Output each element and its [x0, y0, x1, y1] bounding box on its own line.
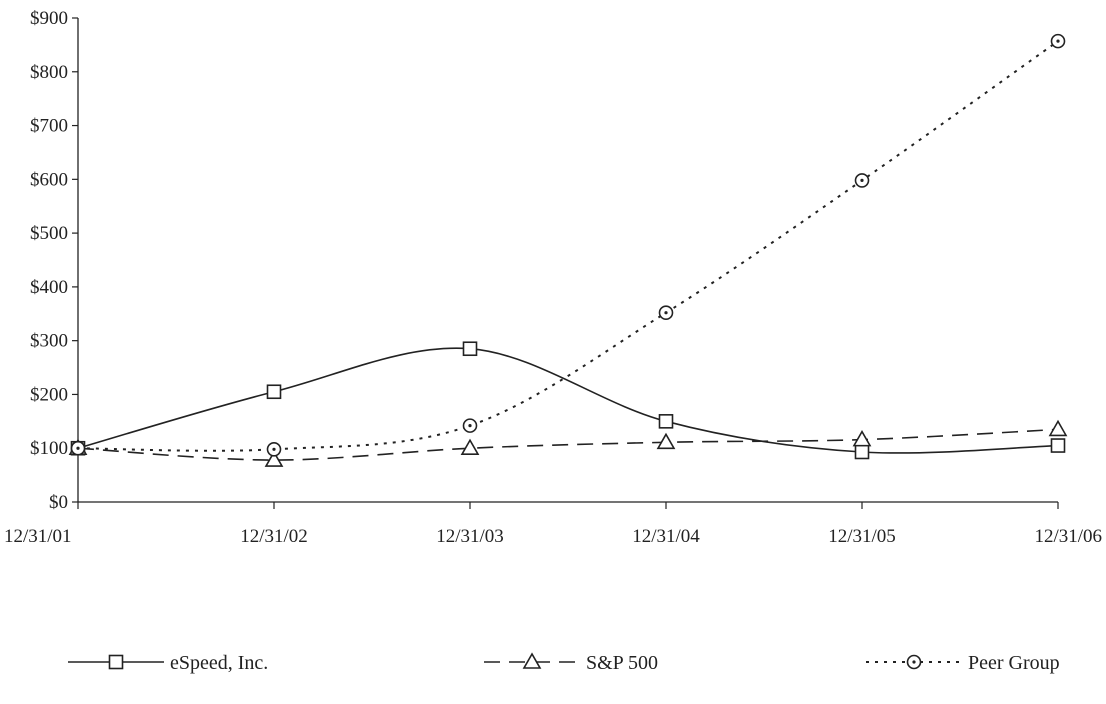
y-tick-label: $300 [30, 331, 68, 352]
data-point-circle [266, 441, 282, 457]
legend-item: S&P 500 [484, 652, 658, 674]
y-axis-ticks: $0 $100 $200 $300 $400 $500 $600 $700 $800 $900 [30, 8, 78, 513]
legend-label: Peer Group [968, 652, 1060, 674]
chart-legend: eSpeed, Inc. S&P 500 Peer Group [68, 652, 1060, 674]
legend-marker-square [108, 654, 124, 670]
y-tick-label: $600 [30, 169, 68, 190]
data-point-square [462, 341, 478, 357]
data-point-circle [854, 173, 870, 188]
x-tick-label: 12/31/06 [1034, 526, 1102, 547]
series-markers [68, 33, 1068, 467]
legend-item: eSpeed, Inc. [68, 652, 268, 674]
legend-marker-triangle [522, 652, 542, 669]
series-lines [77, 40, 1059, 461]
legend-marker-circle [906, 654, 922, 670]
data-point-square [1050, 438, 1066, 453]
legend-label: eSpeed, Inc. [170, 652, 268, 674]
y-tick-label: $100 [30, 438, 68, 459]
legend-item: Peer Group [866, 652, 1060, 674]
y-tick-label: $900 [30, 8, 68, 29]
x-tick-label: 12/31/01 [4, 526, 72, 547]
x-tick-label: 12/31/03 [436, 526, 504, 547]
data-point-triangle [656, 432, 676, 450]
series-line-0 [77, 347, 1059, 454]
data-point-triangle [460, 438, 480, 456]
y-tick-label: $0 [49, 492, 68, 513]
x-tick-label: 12/31/05 [828, 526, 896, 547]
data-point-square [854, 444, 870, 460]
x-tick-label: 12/31/02 [240, 526, 308, 547]
legend-label: S&P 500 [586, 652, 658, 674]
series-line-1 [77, 428, 1059, 461]
chart-axes [77, 18, 1058, 503]
data-point-circle [1050, 33, 1066, 49]
data-point-circle [658, 305, 674, 321]
y-tick-label: $800 [30, 62, 68, 83]
y-tick-label: $400 [30, 277, 68, 298]
x-tick-label: 12/31/04 [632, 526, 700, 547]
y-tick-label: $500 [30, 223, 68, 244]
data-point-square [266, 384, 282, 400]
data-point-square [658, 414, 674, 429]
data-point-circle [70, 440, 86, 456]
y-tick-label: $700 [30, 116, 68, 137]
data-point-triangle [852, 430, 872, 447]
data-point-triangle [1048, 419, 1068, 437]
series-line-2 [77, 40, 1059, 452]
data-point-circle [462, 418, 478, 433]
y-tick-label: $200 [30, 384, 68, 405]
x-axis-ticks: 12/31/01 12/31/02 12/31/03 12/31/04 12/31/05… [4, 502, 1102, 547]
data-point-triangle [264, 450, 284, 467]
